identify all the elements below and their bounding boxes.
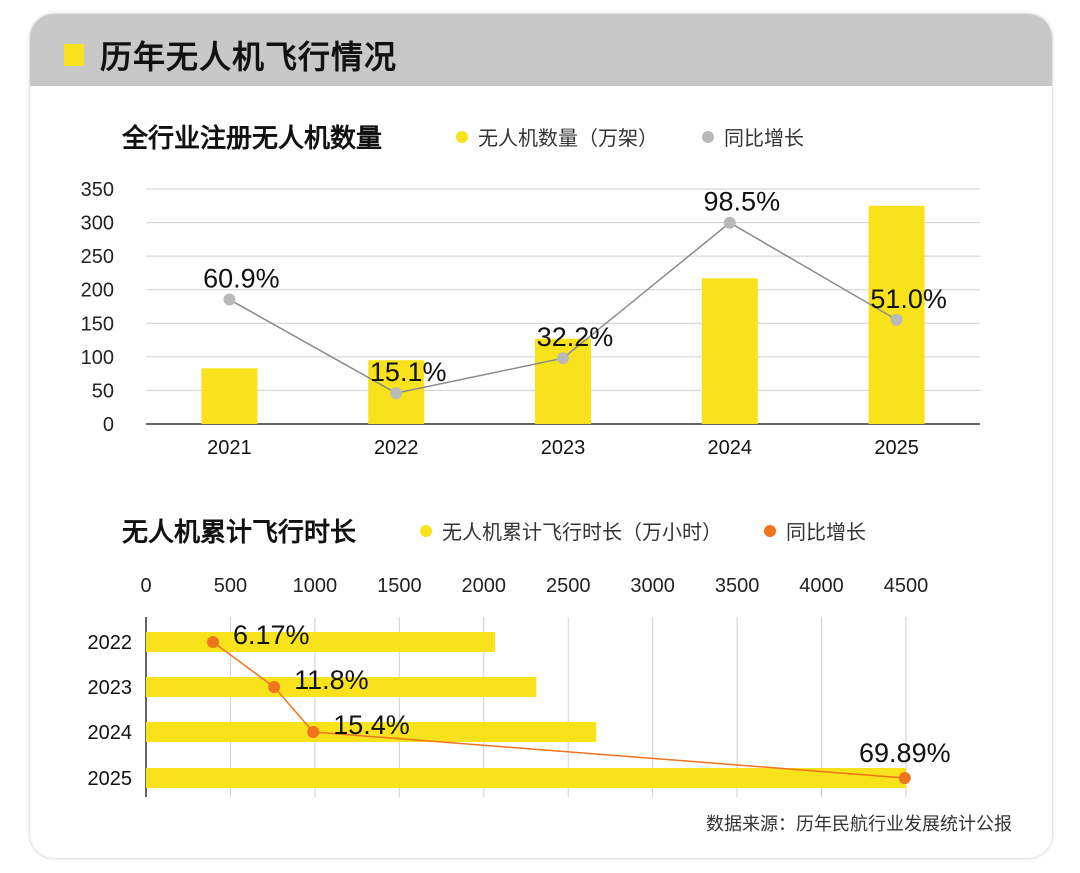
y-tick-label: 300 bbox=[81, 213, 114, 235]
chart1-title: 全行业注册无人机数量 bbox=[122, 124, 383, 154]
bar bbox=[146, 722, 597, 742]
x-tick-label: 4500 bbox=[884, 575, 929, 597]
growth-label: 11.8% bbox=[294, 665, 369, 695]
growth-label: 51.0% bbox=[870, 284, 947, 314]
bar bbox=[146, 677, 537, 697]
legend-swatch-line bbox=[764, 524, 776, 537]
y-tick-label: 200 bbox=[81, 280, 114, 302]
growth-point bbox=[206, 636, 219, 648]
title-marker bbox=[64, 44, 84, 66]
chart1-plot: 0 50 100 150 200 250 300 350 2021 2022 2023 2024 202… bbox=[81, 179, 980, 459]
y-tick-label: 50 bbox=[92, 380, 114, 402]
growth-label: 32.2% bbox=[537, 322, 614, 352]
bar bbox=[701, 278, 758, 424]
x-tick-label: 4000 bbox=[799, 575, 844, 597]
growth-label: 15.4% bbox=[333, 710, 410, 740]
growth-point bbox=[890, 313, 903, 326]
y-tick-label: 350 bbox=[81, 179, 114, 201]
y-tick-label: 2022 bbox=[88, 632, 133, 654]
x-tick-label: 2022 bbox=[374, 437, 419, 459]
source-note: 数据来源：历年民航行业发展统计公报 bbox=[706, 814, 1012, 835]
growth-point bbox=[307, 726, 320, 738]
growth-point bbox=[723, 216, 736, 229]
x-tick-label: 1500 bbox=[377, 575, 422, 597]
x-tick-label: 1000 bbox=[293, 575, 338, 597]
y-tick-label: 2025 bbox=[88, 768, 133, 790]
growth-label: 60.9% bbox=[203, 264, 280, 294]
card-header: 历年无人机飞行情况 bbox=[30, 14, 1052, 86]
x-tick-label: 2024 bbox=[708, 437, 753, 459]
chart2-legend-bars: 无人机累计飞行时长（万小时） bbox=[420, 516, 722, 545]
x-tick-label: 2023 bbox=[541, 437, 586, 459]
x-tick-label: 2000 bbox=[462, 575, 507, 597]
growth-point bbox=[898, 772, 911, 784]
growth-point bbox=[223, 293, 236, 306]
growth-line bbox=[212, 641, 905, 779]
page-title: 历年无人机飞行情况 bbox=[100, 38, 398, 76]
growth-point bbox=[390, 387, 403, 400]
chart2-title: 无人机累计飞行时长 bbox=[122, 518, 357, 548]
y-tick-label: 100 bbox=[81, 347, 114, 369]
y-tick-label: 250 bbox=[81, 246, 114, 268]
y-tick-label: 150 bbox=[81, 313, 114, 335]
growth-point bbox=[557, 352, 569, 365]
y-tick-label: 2023 bbox=[88, 677, 133, 699]
legend-swatch-line bbox=[702, 130, 714, 143]
legend-label: 同比增长 bbox=[786, 520, 866, 544]
x-tick-label: 2021 bbox=[207, 437, 252, 459]
growth-label: 15.1% bbox=[370, 357, 447, 387]
legend-label: 同比增长 bbox=[724, 126, 804, 150]
legend-swatch-bars bbox=[456, 130, 468, 143]
chart-card: 历年无人机飞行情况 全行业注册无人机数量 无人机数量（万架） 同比增长 0 50 1… bbox=[30, 14, 1052, 858]
x-tick-label: 2025 bbox=[874, 437, 919, 459]
x-tick-label: 2500 bbox=[546, 575, 591, 597]
x-tick-label: 3500 bbox=[715, 575, 760, 597]
chart1-legend-bars: 无人机数量（万架） bbox=[456, 122, 658, 151]
legend-swatch-bars bbox=[420, 524, 432, 537]
growth-label: 98.5% bbox=[704, 187, 781, 217]
x-tick-label: 3000 bbox=[630, 575, 675, 597]
x-tick-label: 0 bbox=[140, 575, 151, 597]
legend-label: 无人机数量（万架） bbox=[478, 126, 658, 150]
bar bbox=[146, 768, 906, 788]
bar bbox=[201, 368, 258, 424]
chart1-legend-line: 同比增长 bbox=[702, 122, 804, 151]
y-tick-label: 0 bbox=[103, 414, 114, 436]
y-tick-label: 2024 bbox=[88, 722, 133, 744]
x-tick-label: 500 bbox=[214, 575, 247, 597]
chart2-legend-line: 同比增长 bbox=[764, 516, 866, 545]
bar bbox=[146, 632, 496, 652]
growth-label: 69.89% bbox=[859, 738, 951, 768]
growth-point bbox=[268, 681, 281, 693]
chart2-plot: 0 500 1000 1500 2000 2500 3000 3500 4000 4500 2022… bbox=[88, 575, 951, 797]
growth-label: 6.17% bbox=[233, 620, 310, 650]
legend-label: 无人机累计飞行时长（万小时） bbox=[442, 520, 722, 544]
